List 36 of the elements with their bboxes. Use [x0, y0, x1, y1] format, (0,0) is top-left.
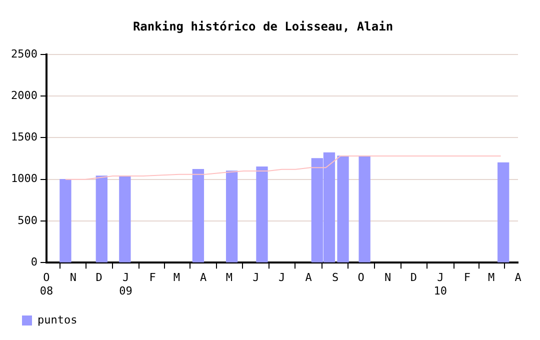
- x-tick-label: O 08: [40, 271, 54, 298]
- bar: [96, 176, 108, 262]
- x-tick-label: F: [149, 271, 156, 284]
- y-tick-label: 1000: [10, 172, 38, 186]
- x-tick-label: O: [358, 271, 364, 284]
- x-tick-label: N: [70, 271, 77, 284]
- y-tick-label: 500: [18, 214, 38, 227]
- y-tick-label: 2000: [10, 88, 38, 102]
- x-tick-label: A: [305, 271, 312, 284]
- bar: [60, 178, 72, 262]
- x-tick-label: M: [226, 271, 233, 284]
- y-tick-label: 1500: [10, 130, 38, 144]
- x-tick-label: J 10: [434, 271, 448, 298]
- x-tick-label: A: [200, 271, 208, 284]
- y-tick-label: 2500: [10, 47, 38, 60]
- legend-label: puntos: [38, 313, 78, 326]
- bar: [119, 176, 131, 262]
- x-tick-label: A: [514, 271, 522, 284]
- bar: [226, 170, 238, 262]
- bar: [498, 162, 510, 262]
- chart-title: Ranking histórico de Loisseau, Alain: [132, 19, 394, 34]
- x-tick-label: F: [464, 271, 470, 284]
- x-tick-label: J: [278, 271, 286, 284]
- y-tick-label: 0: [30, 255, 38, 268]
- bar: [192, 168, 204, 262]
- x-tick-label: D: [410, 271, 418, 284]
- x-tick-label: D: [96, 271, 102, 284]
- x-tick-label: M: [488, 271, 495, 284]
- x-tick-label: J 09: [119, 271, 132, 298]
- bar: [256, 166, 268, 262]
- x-tick-label: M: [173, 271, 180, 284]
- bar: [358, 156, 370, 262]
- x-tick-label: N: [384, 271, 392, 284]
- x-tick-label: S: [332, 271, 339, 284]
- bar: [337, 156, 349, 262]
- x-tick-label: J: [252, 271, 260, 284]
